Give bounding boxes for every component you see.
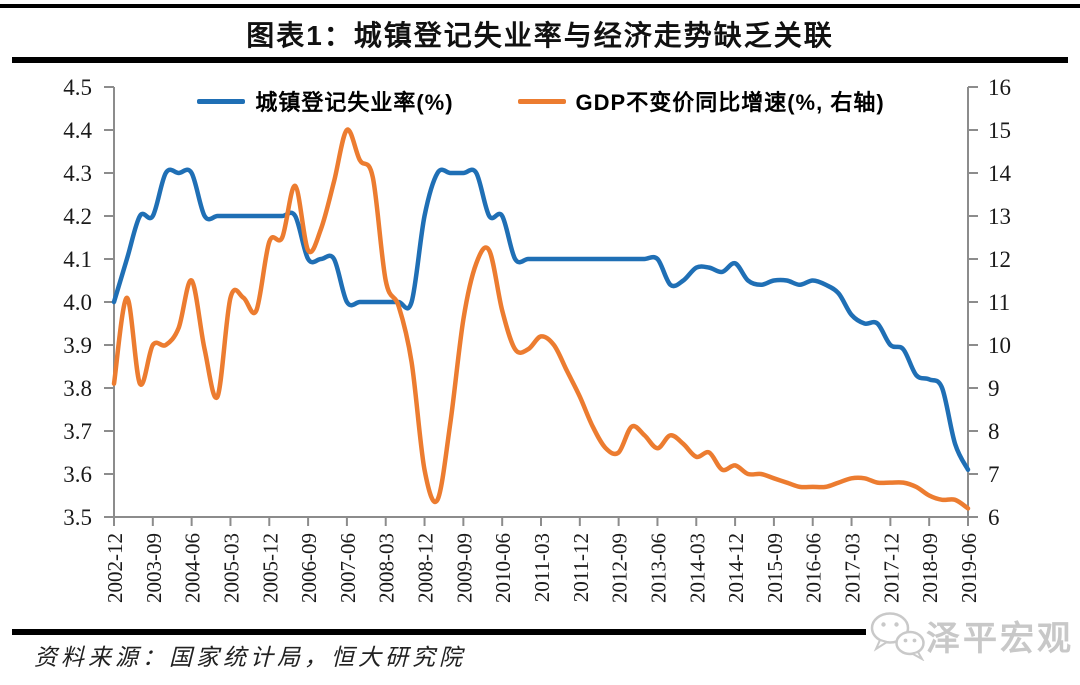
- chart-legend: 城镇登记失业率(%) GDP不变价同比增速(%, 右轴): [114, 86, 968, 116]
- svg-text:3.6: 3.6: [63, 462, 92, 487]
- svg-text:2006-09: 2006-09: [297, 533, 321, 603]
- svg-text:4.5: 4.5: [63, 75, 92, 100]
- svg-text:2015-09: 2015-09: [763, 533, 787, 603]
- source-note: 资料来源：国家统计局，恒大研究院: [34, 645, 466, 670]
- svg-text:12: 12: [988, 247, 1011, 272]
- svg-text:2009-09: 2009-09: [452, 533, 476, 603]
- svg-text:2011-12: 2011-12: [569, 533, 593, 602]
- svg-text:2003-09: 2003-09: [142, 533, 166, 603]
- svg-text:14: 14: [988, 161, 1012, 186]
- svg-text:13: 13: [988, 204, 1011, 229]
- svg-text:2017-03: 2017-03: [841, 533, 865, 603]
- left-axis-labels: 4.5 4.4 4.3 4.2 4.1 4.0 3.9 3.8 3.7 3.6 3.5: [63, 75, 114, 530]
- svg-text:3.7: 3.7: [63, 419, 92, 444]
- top-divider: [0, 4, 1080, 8]
- right-axis-labels: 16 15 14 13 12 11 10 9 8 7 6: [968, 75, 1012, 530]
- watermark: 泽平宏观: [866, 606, 1074, 664]
- svg-text:2011-03: 2011-03: [530, 533, 554, 602]
- watermark-label: 泽平宏观: [926, 619, 1074, 658]
- wechat-icon: [870, 612, 925, 661]
- svg-text:4.2: 4.2: [63, 204, 92, 229]
- orange-line-swatch: [517, 98, 566, 104]
- svg-text:4.1: 4.1: [63, 247, 92, 272]
- svg-text:9: 9: [988, 376, 1000, 401]
- svg-text:3.8: 3.8: [63, 376, 92, 401]
- svg-text:8: 8: [988, 419, 1000, 444]
- svg-text:2010-06: 2010-06: [491, 533, 515, 603]
- svg-text:3.5: 3.5: [63, 505, 92, 530]
- svg-text:2013-06: 2013-06: [647, 533, 671, 603]
- svg-text:2012-09: 2012-09: [608, 533, 632, 603]
- svg-text:2014-03: 2014-03: [685, 533, 709, 603]
- svg-text:2019-06: 2019-06: [957, 533, 981, 603]
- svg-text:7: 7: [988, 462, 1000, 487]
- svg-text:2008-12: 2008-12: [414, 533, 438, 603]
- axes: [113, 87, 969, 518]
- svg-text:10: 10: [988, 333, 1011, 358]
- unemployment-line: [111, 167, 971, 472]
- gdp_growth-line: [111, 127, 971, 511]
- x-axis-labels: 2002-12 2003-09 2004-06 2005-03 2005-12 2006-…: [103, 517, 981, 603]
- svg-text:2008-03: 2008-03: [375, 533, 399, 603]
- svg-text:4.4: 4.4: [63, 118, 92, 143]
- title-divider: [12, 57, 1068, 63]
- svg-text:6: 6: [988, 505, 1000, 530]
- svg-text:3.9: 3.9: [63, 333, 92, 358]
- svg-text:11: 11: [988, 290, 1010, 315]
- blue-line-swatch: [197, 98, 246, 104]
- svg-text:4.0: 4.0: [63, 290, 92, 315]
- svg-text:16: 16: [988, 75, 1011, 100]
- legend-label-unemployment: 城镇登记失业率(%): [255, 90, 454, 115]
- svg-text:2018-09: 2018-09: [918, 533, 942, 603]
- svg-text:15: 15: [988, 118, 1011, 143]
- svg-text:2004-06: 2004-06: [181, 533, 205, 603]
- svg-text:2017-12: 2017-12: [879, 533, 903, 603]
- page-title: 图表1：城镇登记失业率与经济走势缺乏关联: [246, 20, 834, 51]
- svg-text:2002-12: 2002-12: [103, 533, 127, 603]
- legend-item-unemployment: 城镇登记失业率(%): [197, 85, 453, 117]
- legend-item-gdp: GDP不变价同比增速(%, 右轴): [517, 85, 885, 117]
- legend-label-gdp: GDP不变价同比增速(%, 右轴): [575, 90, 885, 115]
- svg-text:4.3: 4.3: [63, 161, 92, 186]
- bottom-divider: [12, 629, 1068, 635]
- svg-text:2014-12: 2014-12: [724, 533, 748, 603]
- svg-text:2007-06: 2007-06: [336, 533, 360, 603]
- svg-text:2005-03: 2005-03: [220, 533, 244, 603]
- svg-text:2016-06: 2016-06: [802, 533, 826, 603]
- svg-text:2005-12: 2005-12: [258, 533, 282, 603]
